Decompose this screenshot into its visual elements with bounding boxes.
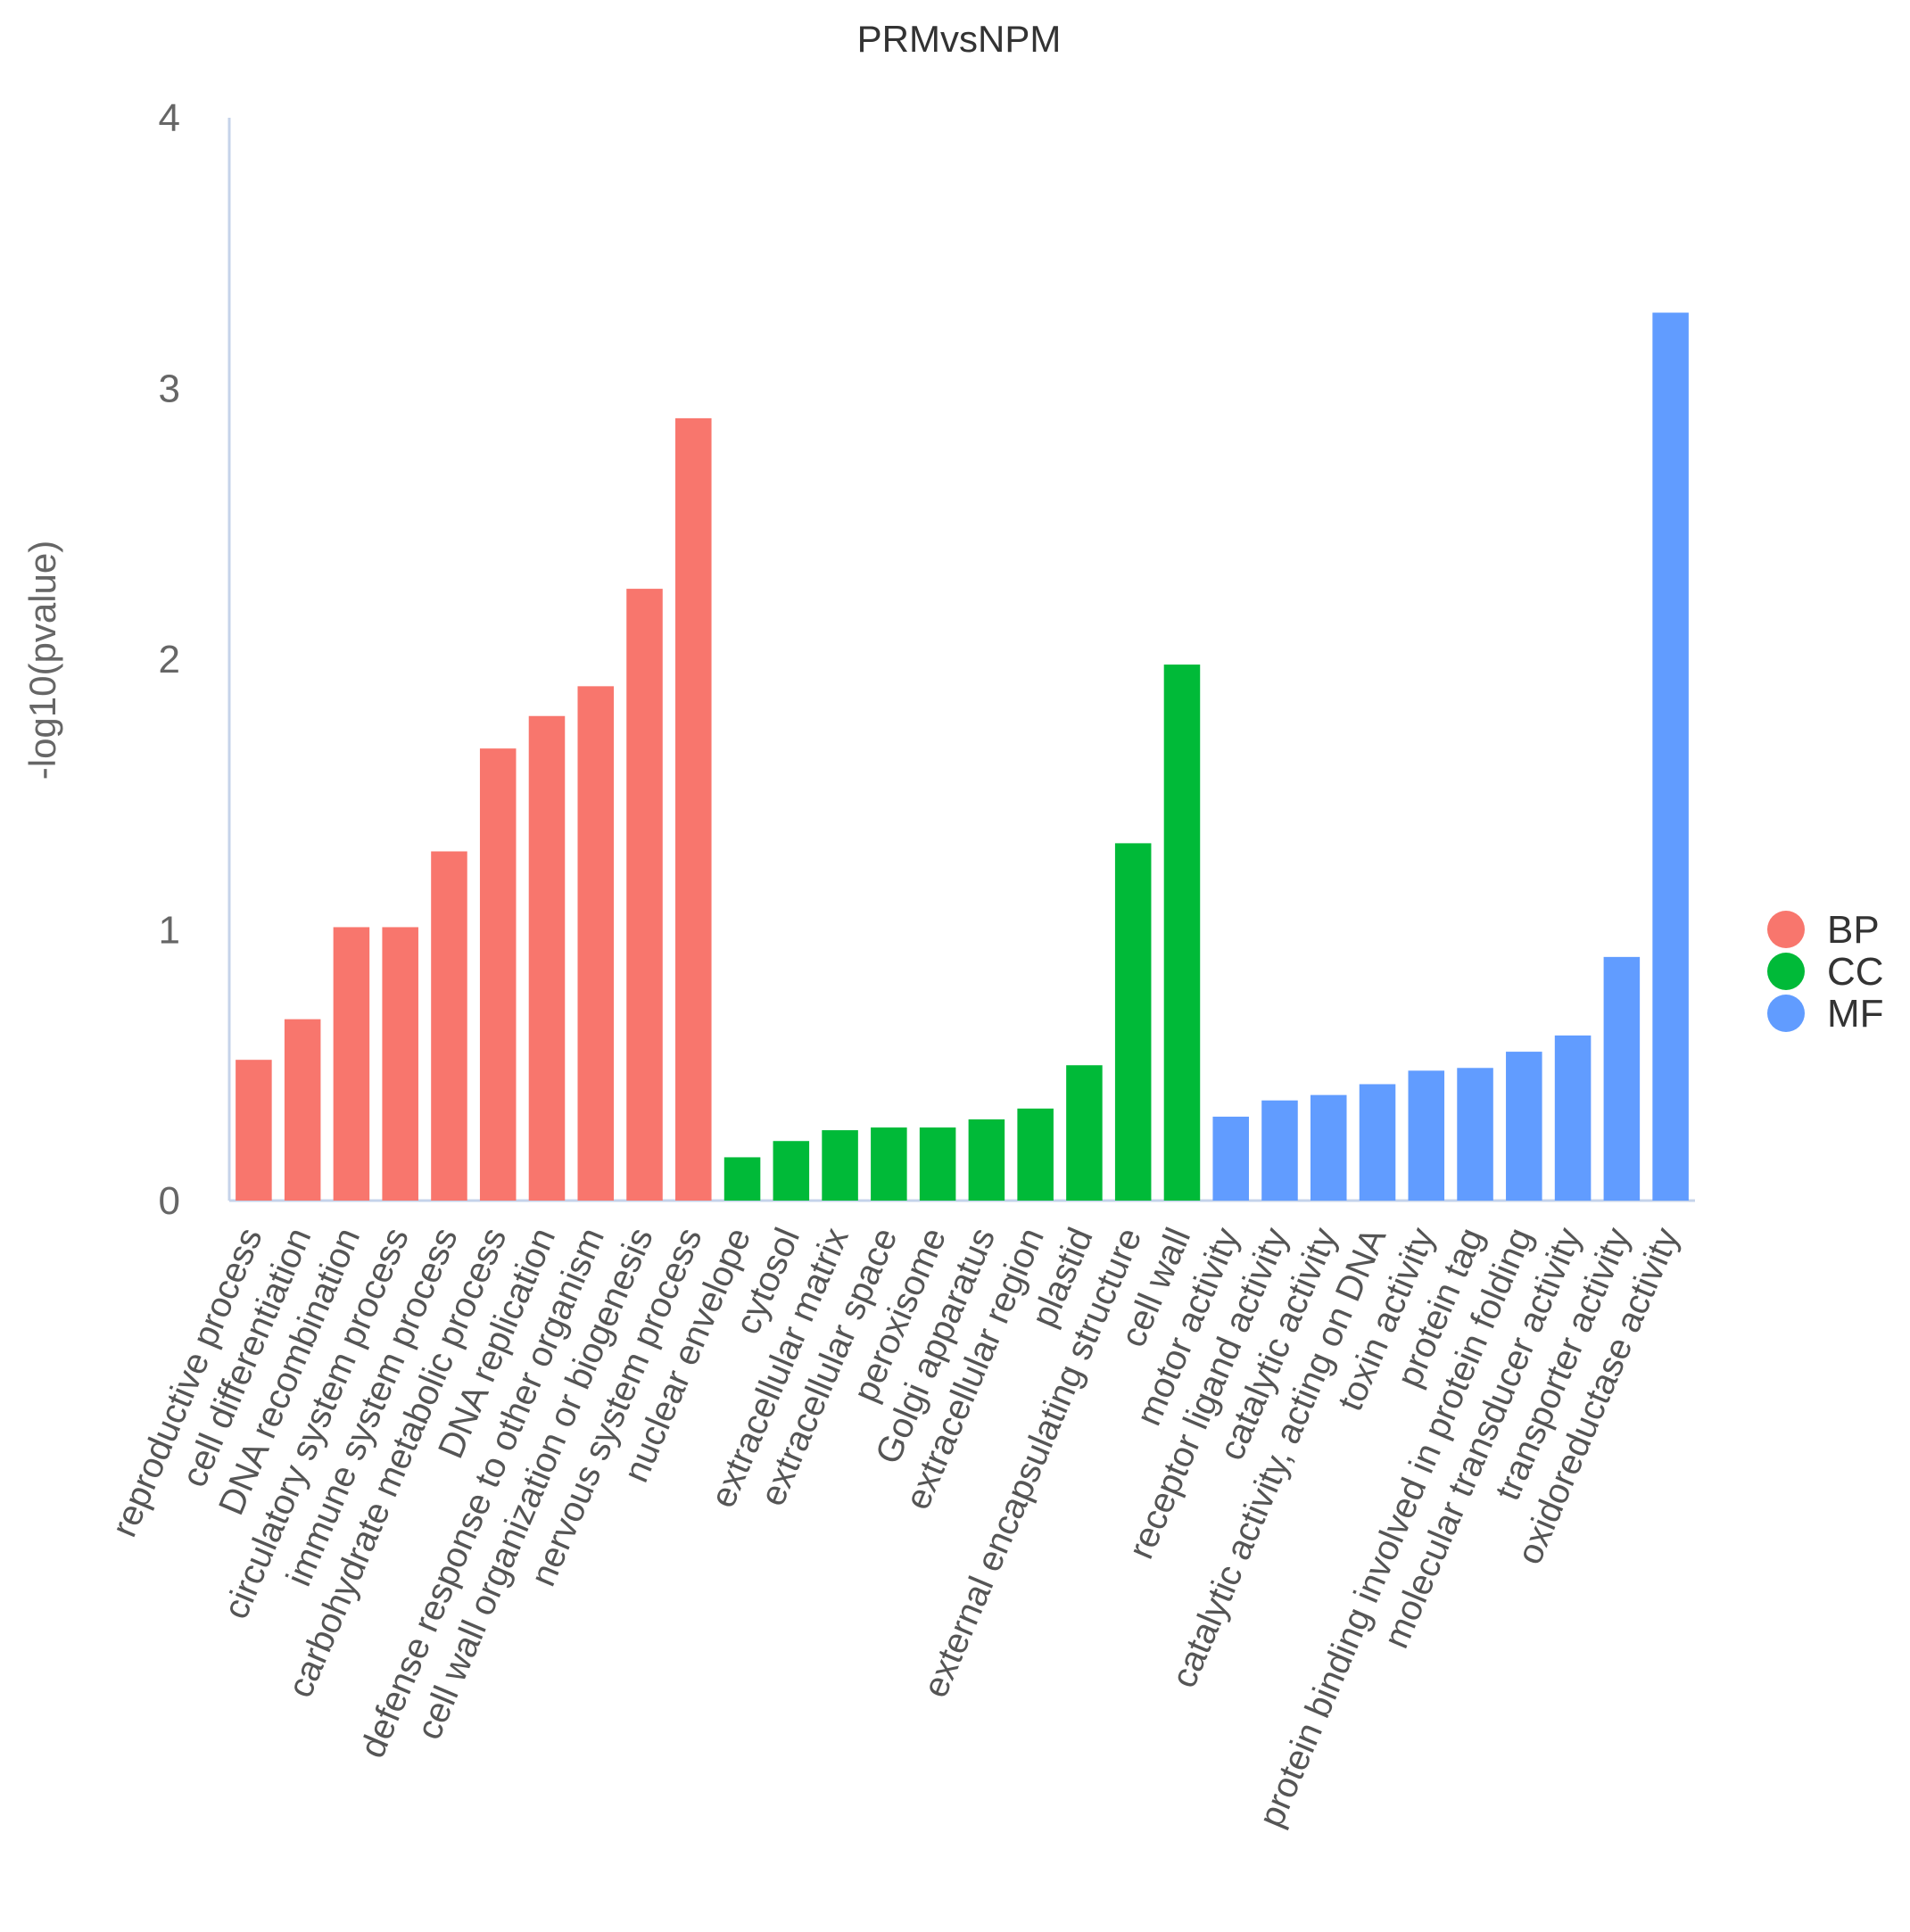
bar-plastid[interactable] <box>1066 1065 1103 1201</box>
y-axis-ticks: 0 1 2 3 4 <box>159 96 180 1223</box>
bar-dna-recombination[interactable] <box>333 927 370 1201</box>
legend-label: CC <box>1827 950 1884 994</box>
bar-circulatory-system-process[interactable] <box>382 927 418 1201</box>
bar-peroxisome[interactable] <box>919 1127 956 1201</box>
legend-marker <box>1767 995 1805 1032</box>
bar-receptor-ligand-activity[interactable] <box>1261 1100 1298 1201</box>
bar-extracellular-region[interactable] <box>1017 1108 1054 1201</box>
y-tick-label: 1 <box>159 909 180 953</box>
bar-transporter-activity[interactable] <box>1603 956 1641 1201</box>
bar-nervous-system-process[interactable] <box>675 417 712 1201</box>
bar-extracellular-matrix[interactable] <box>822 1130 858 1201</box>
bar-oxidoreductase-activity[interactable] <box>1652 312 1689 1201</box>
bar-cell-differentiation[interactable] <box>284 1019 321 1201</box>
legend-item-mf[interactable]: MF <box>1767 992 1884 1036</box>
bar-catalytic-activity[interactable] <box>1310 1094 1347 1201</box>
bar-golgi-apparatus[interactable] <box>968 1119 1005 1201</box>
bar-defense-response-to-other-organism[interactable] <box>577 686 615 1201</box>
bar-external-encapsulating-structure[interactable] <box>1114 843 1152 1201</box>
bar-molecular-transducer-activity[interactable] <box>1554 1035 1592 1201</box>
legend-label: MF <box>1827 992 1884 1036</box>
y-tick-label: 2 <box>159 638 180 681</box>
bar-protein-tag[interactable] <box>1457 1068 1493 1201</box>
legend-item-bp[interactable]: BP <box>1767 908 1880 952</box>
y-tick-label: 3 <box>159 367 180 411</box>
legend-marker <box>1767 911 1805 948</box>
bar-motor-activity[interactable] <box>1212 1116 1249 1201</box>
y-tick-label: 4 <box>159 96 180 140</box>
y-axis-title: -log10(pvalue) <box>21 541 63 780</box>
bar-reproductive-process[interactable] <box>236 1060 272 1201</box>
bars <box>236 312 1689 1201</box>
bar-nuclear-envelope[interactable] <box>723 1157 761 1201</box>
y-tick-label: 0 <box>159 1179 180 1223</box>
legend-marker <box>1767 953 1805 990</box>
legend-item-cc[interactable]: CC <box>1767 950 1884 994</box>
bar-catalytic-activity-acting-on-dna[interactable] <box>1359 1084 1396 1201</box>
legend-label: BP <box>1827 908 1880 952</box>
bar-cell-wall-organization-or-biogenesis[interactable] <box>626 589 663 1201</box>
bar-protein-binding-involved-in-protein-folding[interactable] <box>1506 1052 1542 1201</box>
chart-title: PRMvsNPM <box>857 18 1062 60</box>
bar-immune-system-process[interactable] <box>431 851 467 1201</box>
bar-cell-wall[interactable] <box>1163 665 1201 1201</box>
bar-extracellular-space[interactable] <box>871 1127 907 1201</box>
bar-toxin-activity[interactable] <box>1408 1070 1445 1201</box>
bar-carbohydrate-metabolic-process[interactable] <box>479 748 517 1201</box>
bar-dna-replication[interactable] <box>528 715 566 1201</box>
bar-cytosol[interactable] <box>773 1141 810 1201</box>
